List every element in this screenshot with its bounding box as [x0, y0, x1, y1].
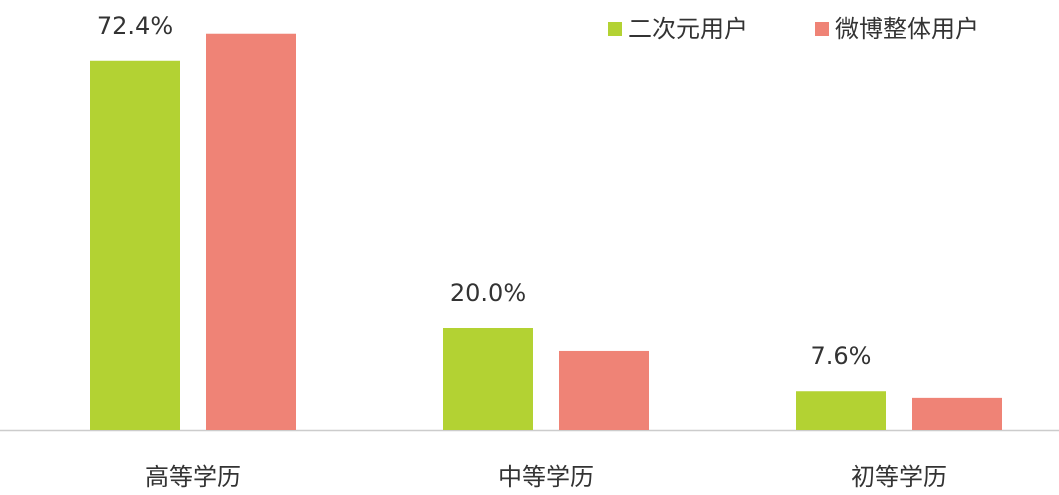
- bar: [90, 61, 180, 430]
- legend-label: 微博整体用户: [835, 15, 979, 43]
- x-tick-label: 中等学历: [498, 463, 594, 491]
- x-tick-label: 初等学历: [851, 463, 947, 491]
- bar: [206, 34, 296, 430]
- bar: [443, 328, 533, 430]
- value-label: 20.0%: [450, 279, 526, 307]
- bar: [912, 398, 1002, 430]
- chart: 高等学历 72.4% 中等学历 20.0% 初等学历 7.6% 二次元用户 微博整体用户: [0, 0, 1059, 495]
- x-tick-label: 高等学历: [145, 463, 241, 491]
- bar: [559, 351, 649, 430]
- value-label: 7.6%: [811, 342, 872, 370]
- legend-swatch: [608, 22, 622, 36]
- bar: [796, 391, 886, 430]
- value-label: 72.4%: [97, 12, 173, 40]
- legend-label: 二次元用户: [628, 15, 748, 43]
- legend-swatch: [815, 22, 829, 36]
